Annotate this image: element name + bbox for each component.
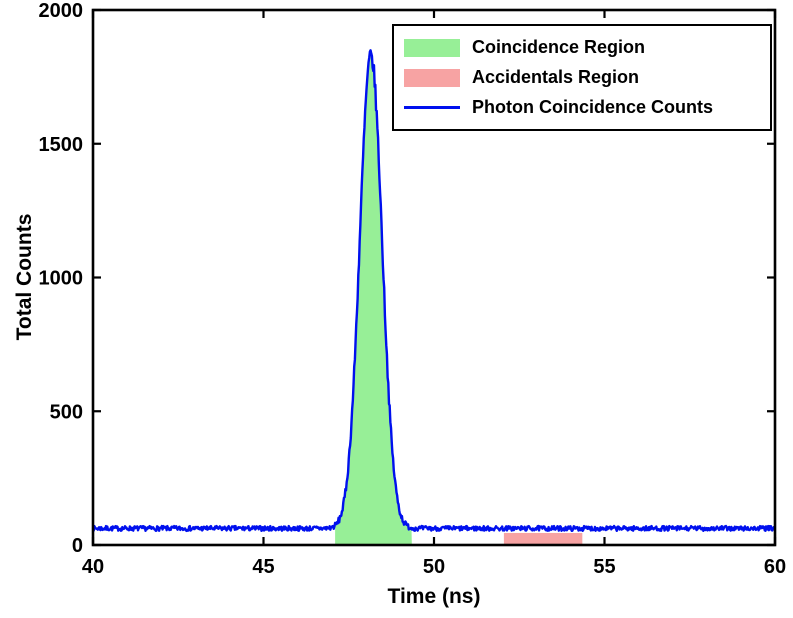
- legend-label-photon-counts: Photon Coincidence Counts: [472, 97, 713, 117]
- legend-label-coincidence: Coincidence Region: [472, 37, 646, 57]
- legend-label-accidentals: Accidentals Region: [472, 67, 640, 87]
- legend-swatch-accidentals-patch: [404, 68, 460, 87]
- legend-item-accidentals-region: Accidentals Region: [404, 64, 760, 91]
- y-axis-title: Total Counts: [13, 213, 36, 341]
- x-tick-label: 40: [82, 556, 104, 578]
- legend-swatch-counts-line: [404, 106, 460, 109]
- y-tick-label: 0: [72, 535, 83, 557]
- legend-item-coincidence-region: Coincidence Region: [404, 34, 760, 61]
- y-tick-label: 1000: [39, 268, 84, 290]
- x-tick-label: 45: [252, 556, 274, 578]
- y-tick-label: 500: [50, 401, 83, 423]
- x-axis-title: Time (ns): [387, 585, 481, 608]
- x-tick-label: 55: [593, 556, 615, 578]
- y-tick-label: 2000: [39, 0, 84, 22]
- coincidence-region-fill: [335, 50, 412, 545]
- y-tick-label: 1500: [39, 134, 84, 156]
- legend-swatch-coincidence-patch: [404, 38, 460, 57]
- legend-item-photon-counts: Photon Coincidence Counts: [404, 94, 760, 121]
- x-tick-label: 60: [764, 556, 786, 578]
- accidentals-region-fill: [503, 532, 583, 545]
- chart-legend: Coincidence Region Accidentals Region Ph…: [392, 24, 772, 131]
- x-tick-label: 50: [423, 556, 445, 578]
- photon-counts-line: [92, 49, 776, 533]
